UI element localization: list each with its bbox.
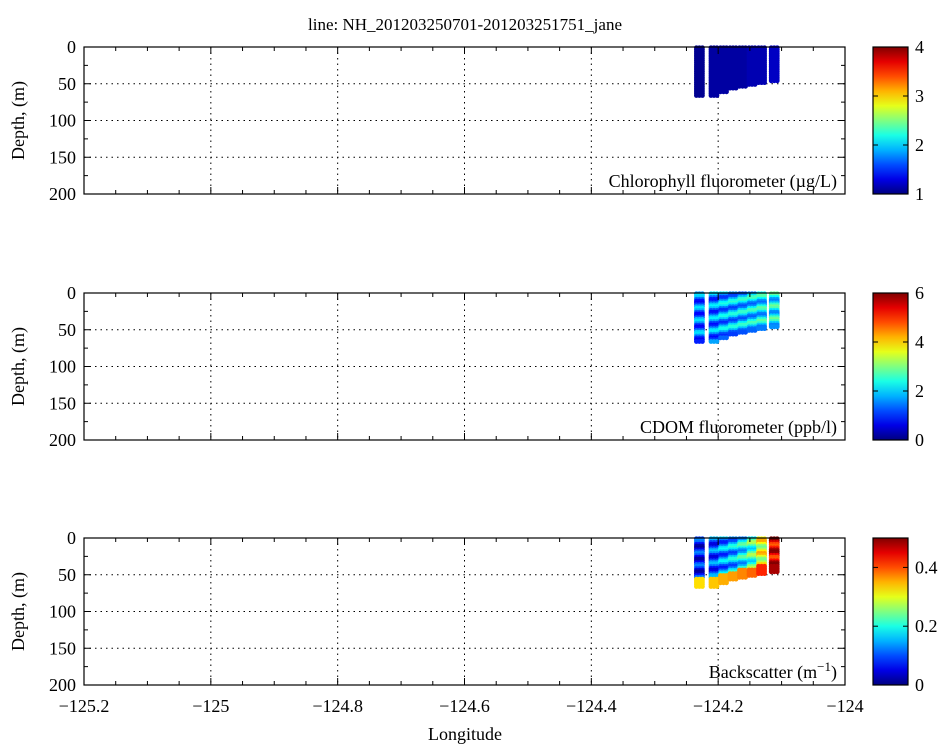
profile-column xyxy=(768,536,780,575)
panel-label: CDOM fluorometer (ppb/l) xyxy=(640,417,837,438)
data-point xyxy=(774,78,780,84)
panel-backscatter: 0 50 100 150 200 Depth, (m) Backscatter (m−1) 0… xyxy=(8,528,938,716)
colorbar-tick-label: 6 xyxy=(915,283,924,303)
colorbar-tick-label: 0.4 xyxy=(915,557,938,577)
y-tick-label: 0 xyxy=(67,528,76,548)
profile-column xyxy=(718,45,729,95)
data-point xyxy=(774,324,780,330)
data-point xyxy=(700,584,705,589)
colorbar-tick-label: 0 xyxy=(915,430,924,450)
profile-column xyxy=(694,291,705,344)
x-tick-label: −125.2 xyxy=(59,696,110,716)
y-axis-label: Depth, (m) xyxy=(8,81,29,160)
y-tick-label: 50 xyxy=(58,74,76,94)
y-tick-label: 0 xyxy=(67,37,76,57)
colorbar xyxy=(872,537,909,686)
colorbar-tick-label: 4 xyxy=(915,332,924,352)
profile-column xyxy=(746,291,758,333)
profile-column xyxy=(708,291,720,344)
y-tick-label: 200 xyxy=(49,675,76,695)
x-tick-label: −124 xyxy=(826,696,863,716)
figure-title: line: NH_201203250701-201203251751_jane xyxy=(308,15,622,34)
profile-column xyxy=(756,536,767,577)
data-point xyxy=(714,93,720,98)
y-tick-label: 50 xyxy=(58,565,76,585)
colorbar-tick-label: 4 xyxy=(915,37,924,57)
profile-column xyxy=(746,536,758,578)
x-tick-label: −125 xyxy=(192,696,229,716)
profile-column xyxy=(727,291,739,337)
y-tick-label: 0 xyxy=(67,283,76,303)
y-tick-label: 100 xyxy=(49,602,76,622)
data-point xyxy=(762,326,767,332)
y-axis-label: Depth, (m) xyxy=(8,572,29,651)
profile-column xyxy=(768,45,780,84)
profile-column xyxy=(756,291,767,332)
data-point xyxy=(762,80,767,86)
profile-column xyxy=(737,536,748,580)
panel-label: Chlorophyll fluorometer (µg/L) xyxy=(609,171,837,192)
profile-column xyxy=(737,45,748,89)
data-point xyxy=(700,93,705,98)
profile-column xyxy=(727,45,739,91)
y-tick-label: 200 xyxy=(49,184,76,204)
profile-column xyxy=(694,536,705,589)
y-tick-label: 150 xyxy=(49,393,76,413)
profile-column xyxy=(718,536,729,586)
colorbar xyxy=(872,292,909,441)
y-tick-label: 150 xyxy=(49,638,76,658)
profile-column xyxy=(694,45,705,98)
data-point xyxy=(724,335,729,341)
y-tick-label: 200 xyxy=(49,430,76,450)
data-point xyxy=(724,580,729,586)
data-point xyxy=(724,89,729,95)
data-point xyxy=(762,571,767,577)
x-tick-label: −124.6 xyxy=(439,696,490,716)
profile-column xyxy=(768,291,780,330)
y-axis-label: Depth, (m) xyxy=(8,327,29,406)
panel-label: Backscatter (m−1) xyxy=(709,659,837,683)
y-tick-label: 100 xyxy=(49,111,76,131)
x-tick-label: −124.8 xyxy=(312,696,363,716)
x-axis-label: Longitude xyxy=(428,724,502,744)
colorbar-tick-label: 2 xyxy=(915,135,924,155)
profile-column xyxy=(708,536,720,589)
panel-cdom: 0 50 100 150 200 Depth, (m) CDOM fluorometer (… xyxy=(8,283,924,450)
data-point xyxy=(714,584,720,589)
colorbar-tick-label: 3 xyxy=(915,86,924,106)
profile-column xyxy=(727,536,739,582)
profile-column xyxy=(718,291,729,341)
data-point xyxy=(700,339,705,344)
profile-column xyxy=(737,291,748,335)
y-tick-label: 100 xyxy=(49,357,76,377)
panel-chlorophyll: 0 50 100 150 200 Depth, (m) Chlorophyll fluoro… xyxy=(8,37,924,204)
x-tick-label: −124.4 xyxy=(566,696,617,716)
profile-column xyxy=(746,45,758,87)
colorbar-tick-label: 2 xyxy=(915,381,924,401)
colorbar-tick-label: 0.2 xyxy=(915,616,938,636)
y-tick-label: 150 xyxy=(49,147,76,167)
panel-label-superscript: −1 xyxy=(817,659,831,674)
colorbar-tick-label: 0 xyxy=(915,675,924,695)
data-point xyxy=(774,569,780,575)
x-tick-label: −124.2 xyxy=(693,696,744,716)
panel-label-end: ) xyxy=(831,662,837,683)
colorbar-tick-label: 1 xyxy=(915,184,924,204)
profile-column xyxy=(756,45,767,86)
colorbar xyxy=(872,46,909,195)
data-point xyxy=(714,339,720,344)
y-tick-label: 50 xyxy=(58,320,76,340)
